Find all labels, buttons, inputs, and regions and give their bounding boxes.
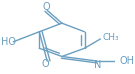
Text: N: N (94, 60, 101, 70)
Text: HO: HO (1, 37, 16, 47)
Text: CH₃: CH₃ (103, 33, 119, 42)
Text: O: O (41, 59, 49, 69)
Text: O: O (42, 2, 50, 12)
Text: OH: OH (120, 56, 135, 66)
